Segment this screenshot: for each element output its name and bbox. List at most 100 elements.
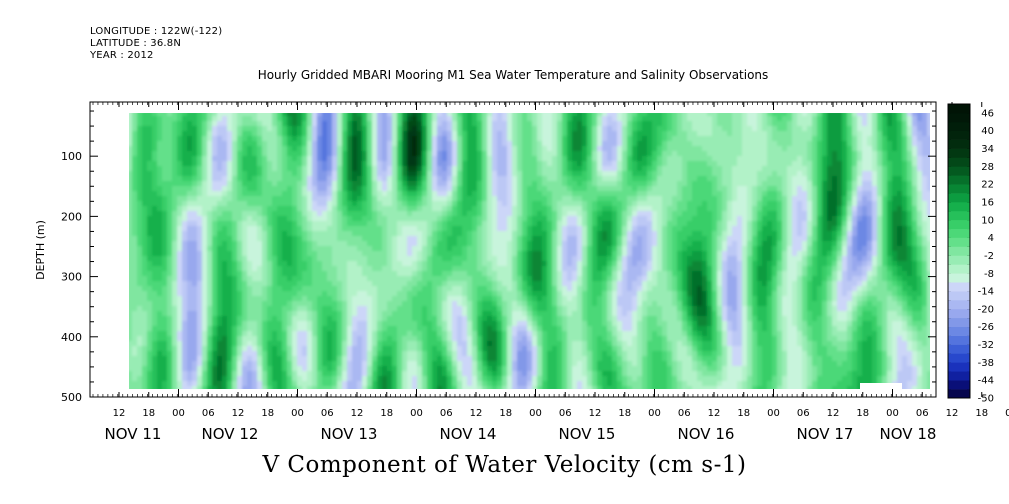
heatmap-cell	[147, 336, 153, 342]
heatmap-cell	[522, 351, 528, 357]
heatmap-cell	[377, 261, 383, 267]
heatmap-cell	[507, 141, 513, 147]
heatmap-cell	[472, 336, 478, 342]
heatmap-cell	[307, 221, 313, 227]
heatmap-cell	[507, 231, 513, 237]
heatmap-cell	[492, 361, 498, 367]
heatmap-cell	[147, 191, 153, 197]
heatmap-cell	[277, 211, 283, 217]
heatmap-cell	[337, 236, 343, 242]
heatmap-cell	[537, 351, 543, 357]
heatmap-cell	[317, 136, 323, 142]
heatmap-cell	[192, 196, 198, 202]
heatmap-cell	[377, 166, 383, 172]
heatmap-cell	[277, 166, 283, 172]
heatmap-cell	[137, 156, 143, 162]
heatmap-cell	[302, 291, 308, 297]
heatmap-cell	[532, 341, 538, 347]
heatmap-cell	[512, 296, 518, 302]
heatmap-cell	[182, 113, 188, 117]
heatmap-cell	[247, 146, 253, 152]
heatmap-cell	[137, 151, 143, 157]
heatmap-cell	[282, 236, 288, 242]
heatmap-cell	[507, 201, 513, 207]
heatmap-cell	[342, 321, 348, 327]
heatmap-cell	[407, 316, 413, 322]
heatmap-cell	[457, 291, 463, 297]
heatmap-cell	[302, 346, 308, 352]
heatmap-cell	[337, 341, 343, 347]
heatmap-cell	[157, 216, 163, 222]
heatmap-cell	[407, 181, 413, 187]
heatmap-cell	[512, 301, 518, 307]
heatmap-cell	[552, 131, 558, 137]
heatmap-cell	[317, 231, 323, 237]
heatmap-cell	[202, 331, 208, 337]
heatmap-cell	[272, 351, 278, 357]
heatmap-cell	[147, 261, 153, 267]
heatmap-cell	[217, 266, 223, 272]
heatmap-cell	[382, 291, 388, 297]
heatmap-cell	[387, 121, 393, 127]
heatmap-cell	[252, 251, 258, 257]
heatmap-cell	[227, 171, 233, 177]
heatmap-cell	[537, 131, 543, 137]
heatmap-cell	[392, 241, 398, 247]
heatmap-cell	[177, 131, 183, 137]
heatmap-cell	[287, 376, 293, 382]
heatmap-cell	[282, 191, 288, 197]
heatmap-cell	[237, 161, 243, 167]
heatmap-cell	[527, 321, 533, 327]
heatmap-cell	[327, 196, 333, 202]
heatmap-cell	[547, 381, 553, 387]
heatmap-cell	[292, 211, 298, 217]
heatmap-cell	[557, 331, 563, 337]
heatmap-cell	[457, 321, 463, 327]
heatmap-cell	[147, 196, 153, 202]
heatmap-cell	[437, 186, 443, 192]
heatmap-cell	[507, 311, 513, 317]
heatmap-cell	[522, 171, 528, 177]
heatmap-cell	[342, 251, 348, 257]
heatmap-cell	[287, 316, 293, 322]
heatmap-cell	[237, 291, 243, 297]
heatmap-cell	[172, 216, 178, 222]
heatmap-cell	[157, 331, 163, 337]
heatmap-cell	[547, 251, 553, 257]
heatmap-cell	[167, 221, 173, 227]
heatmap-cell	[517, 201, 523, 207]
heatmap-cell	[492, 151, 498, 157]
heatmap-cell	[512, 126, 518, 132]
heatmap-cell	[387, 386, 393, 389]
heatmap-cell	[432, 191, 438, 197]
heatmap-cell	[307, 256, 313, 262]
heatmap-cell	[382, 321, 388, 327]
heatmap-cell	[167, 231, 173, 237]
heatmap-cell	[132, 196, 138, 202]
heatmap-cell	[422, 196, 428, 202]
heatmap-cell	[157, 241, 163, 247]
heatmap-cell	[242, 316, 248, 322]
heatmap-cell	[432, 231, 438, 237]
heatmap-cell	[367, 131, 373, 137]
heatmap-cell	[472, 306, 478, 312]
heatmap-cell	[522, 241, 528, 247]
heatmap-cell	[372, 291, 378, 297]
heatmap-cell	[457, 113, 463, 117]
heatmap-cell	[192, 171, 198, 177]
heatmap-cell	[392, 206, 398, 212]
heatmap-cell	[417, 241, 423, 247]
heatmap-cell	[517, 181, 523, 187]
heatmap-cell	[177, 271, 183, 277]
heatmap-cell	[562, 356, 568, 362]
heatmap-cell	[317, 381, 323, 387]
heatmap-cell	[497, 166, 503, 172]
heatmap-cell	[322, 206, 328, 212]
heatmap-cell	[252, 321, 258, 327]
heatmap-cell	[247, 361, 253, 367]
heatmap-cell	[257, 241, 263, 247]
heatmap-cell	[202, 121, 208, 127]
heatmap-cell	[567, 116, 573, 122]
heatmap-cell	[272, 306, 278, 312]
heatmap-cell	[297, 241, 303, 247]
